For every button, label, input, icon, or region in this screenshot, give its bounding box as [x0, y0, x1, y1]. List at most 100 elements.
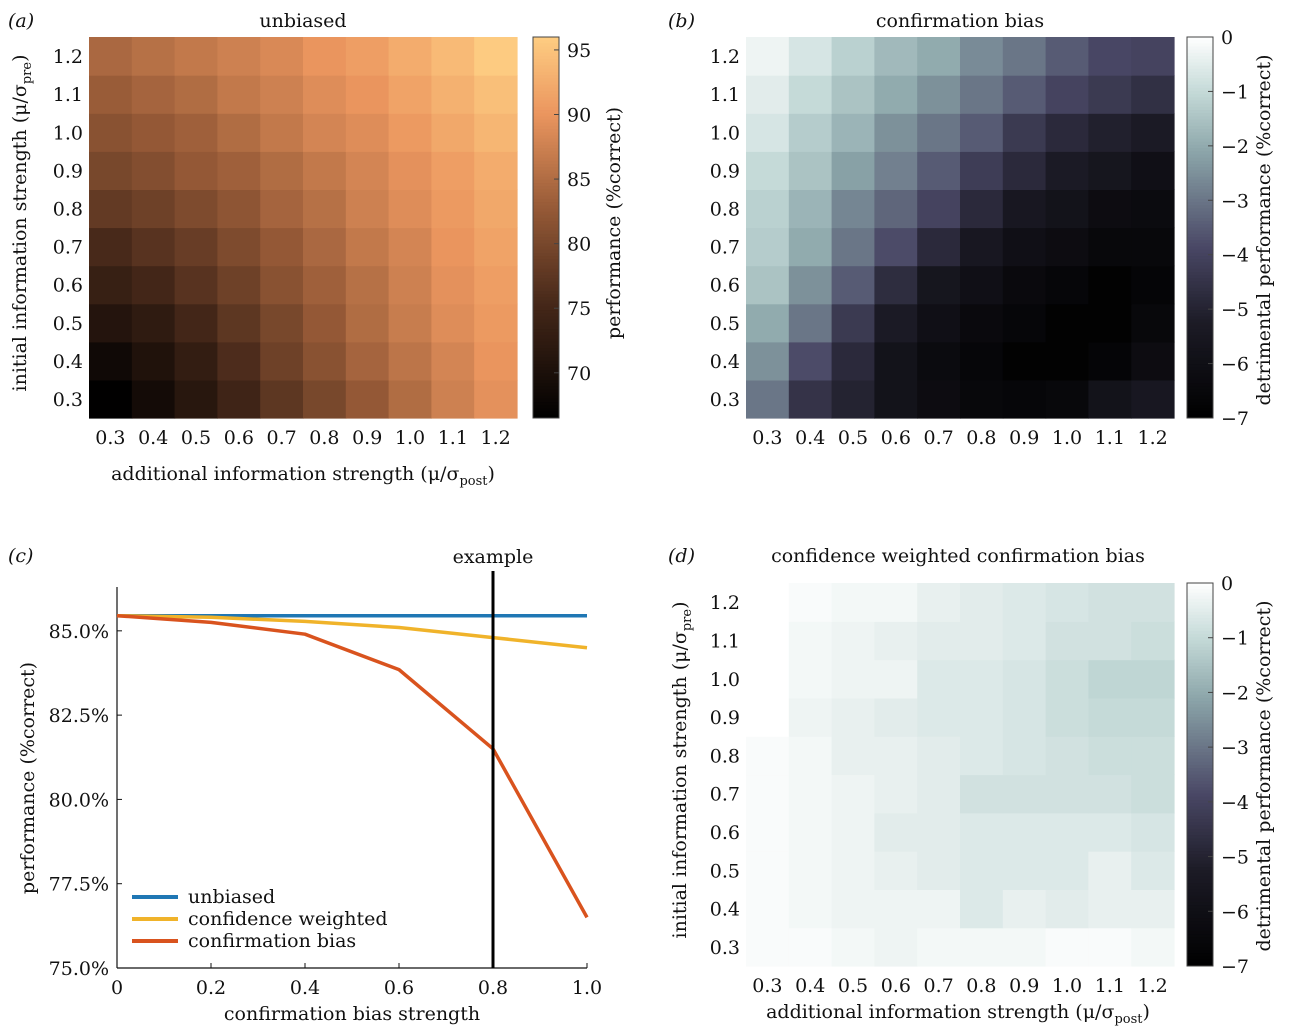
- heatmap-cell: [89, 75, 133, 114]
- heatmap-cell: [217, 303, 261, 343]
- heatmap-cell: [831, 927, 875, 967]
- panel-a-x-tick-labels: 0.3 0.4 0.5 0.6 0.7 0.8 0.9 1.0 1.1 1.2: [95, 427, 510, 449]
- colorbar-tick-label: 85: [567, 169, 591, 191]
- heatmap-cell: [303, 341, 347, 381]
- x-tick-label: 1.1: [1095, 975, 1125, 997]
- heatmap-cell: [474, 379, 518, 419]
- colorbar-segment: [533, 132, 559, 136]
- heatmap-cell: [388, 227, 432, 267]
- colorbar-segment: [533, 408, 559, 413]
- colorbar-segment: [1187, 662, 1213, 667]
- x-tick-label: 1.2: [1137, 427, 1167, 449]
- colorbar-segment: [1187, 927, 1213, 932]
- colorbar-segment: [1187, 758, 1213, 763]
- x-tick-label: 0.4: [138, 427, 168, 449]
- panel-b-letter: (b): [668, 10, 695, 32]
- colorbar-segment: [533, 154, 559, 159]
- colorbar-segment: [1187, 707, 1213, 712]
- colorbar-segment: [1187, 157, 1213, 162]
- heatmap-cell: [89, 37, 133, 76]
- panel-a-colorbar: 70 75 80 85 90 95: [532, 36, 591, 419]
- heatmap-cell: [1045, 927, 1089, 967]
- heatmap-cell: [388, 379, 432, 419]
- colorbar-segment: [1187, 214, 1213, 219]
- colorbar-segment: [1187, 946, 1213, 951]
- colorbar-segment: [533, 405, 559, 409]
- x-tick-label: 0.5: [838, 427, 868, 449]
- heatmap-cell: [917, 621, 961, 661]
- heatmap-cell: [788, 851, 833, 890]
- heatmap-cell: [1002, 189, 1047, 229]
- heatmap-cell: [1045, 189, 1089, 229]
- colorbar-segment: [533, 151, 559, 155]
- colorbar-segment: [533, 176, 559, 181]
- colorbar-segment: [1187, 825, 1213, 830]
- panel-c-y-axis-label: performance (%correct): [17, 662, 39, 894]
- colorbar-segment: [1187, 918, 1213, 922]
- colorbar-segment: [533, 281, 559, 286]
- y-tick-label: 0.3: [710, 937, 740, 959]
- heatmap-cell: [1088, 265, 1132, 305]
- colorbar-segment: [533, 310, 559, 314]
- heatmap-cell: [1045, 37, 1089, 76]
- colorbar-segment: [1187, 650, 1213, 654]
- colorbar-segment: [533, 265, 559, 270]
- colorbar-segment: [1187, 863, 1213, 868]
- colorbar-segment: [1187, 275, 1213, 279]
- colorbar-segment: [533, 59, 559, 63]
- heatmap-cell: [831, 851, 875, 890]
- heatmap-cell: [746, 697, 790, 737]
- colorbar-segment: [533, 116, 559, 121]
- heatmap-cell: [831, 189, 875, 229]
- colorbar-segment: [1187, 876, 1213, 881]
- heatmap-cell: [874, 889, 918, 929]
- colorbar-segment: [1187, 316, 1213, 321]
- heatmap-cell: [960, 774, 1004, 814]
- colorbar-segment: [533, 100, 559, 105]
- colorbar-segment: [1187, 924, 1213, 929]
- colorbar-segment: [1187, 411, 1213, 416]
- colorbar-segment: [1187, 723, 1213, 728]
- heatmap-cell: [960, 621, 1004, 661]
- colorbar-segment: [1187, 911, 1213, 916]
- colorbar-segment: [533, 84, 559, 89]
- colorbar-segment: [533, 259, 559, 263]
- x-tick-label: 0.5: [181, 427, 211, 449]
- colorbar-segment: [533, 341, 559, 346]
- x-tick-label: 0.3: [752, 975, 782, 997]
- heatmap-cell: [388, 341, 432, 381]
- colorbar-segment: [533, 300, 559, 305]
- colorbar-tick-label: −4: [1221, 792, 1249, 814]
- colorbar-segment: [533, 319, 559, 324]
- colorbar-segment: [533, 211, 559, 216]
- colorbar-segment: [1187, 694, 1213, 699]
- heatmap-cell: [1045, 341, 1089, 381]
- y-tick-label: 1.1: [53, 84, 83, 106]
- heatmap-cell: [1045, 379, 1089, 419]
- colorbar-segment: [533, 125, 559, 130]
- colorbar-segment: [1187, 240, 1213, 244]
- colorbar-segment: [1187, 284, 1213, 289]
- colorbar-segment: [1187, 598, 1213, 603]
- y-tick-label: 0.7: [710, 784, 740, 806]
- colorbar-segment: [1187, 227, 1213, 232]
- heatmap-cell: [1088, 151, 1132, 190]
- y-tick-label: 0.3: [710, 389, 740, 411]
- heatmap-cell: [1002, 75, 1047, 114]
- colorbar-segment: [533, 386, 559, 390]
- colorbar-tick-label: 80: [567, 234, 591, 256]
- colorbar-segment: [1187, 678, 1213, 683]
- heatmap-cell: [874, 851, 918, 890]
- colorbar-segment: [1187, 672, 1213, 677]
- colorbar-segment: [533, 338, 559, 343]
- panel-c-series-lines: [116, 613, 589, 919]
- y-tick-label: 1.1: [710, 631, 740, 653]
- colorbar-segment: [1187, 940, 1213, 945]
- colorbar-tick-label: −1: [1221, 628, 1249, 650]
- heatmap-cell: [874, 265, 918, 305]
- colorbar-segment: [1187, 605, 1213, 610]
- heatmap-cell: [217, 151, 261, 190]
- colorbar-segment: [1187, 148, 1213, 152]
- colorbar-segment: [533, 411, 559, 416]
- x-tick-label: 0.3: [752, 427, 782, 449]
